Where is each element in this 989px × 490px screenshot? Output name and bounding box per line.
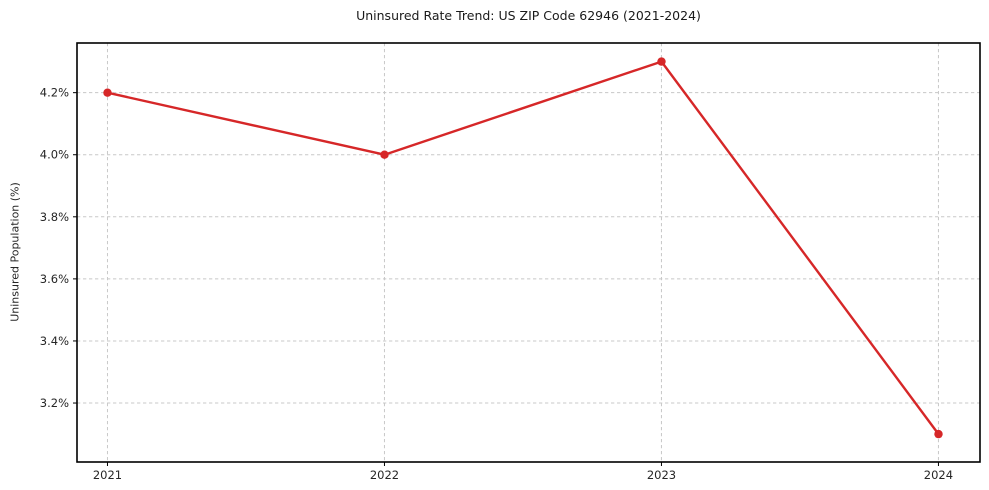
y-tick-label: 3.8% (40, 210, 69, 224)
x-tick-label: 2021 (93, 468, 122, 482)
label-layer: 3.2% 3.4% 3.6% 3.8% 4.0% 4.2% 2021 2022 2023 2024 (40, 86, 953, 482)
x-tick-label: 2024 (924, 468, 953, 482)
series-layer (103, 57, 943, 439)
grid-layer (77, 43, 980, 462)
y-tick-label: 3.4% (40, 334, 69, 348)
y-tick-label: 3.2% (40, 396, 69, 410)
data-point (380, 150, 389, 159)
trend-line (106, 60, 940, 436)
y-tick-label: 4.2% (40, 86, 69, 100)
axis-layer (73, 42, 981, 466)
plot-border (76, 42, 981, 463)
y-tick-label: 4.0% (40, 148, 69, 162)
chart-title: Uninsured Rate Trend: US ZIP Code 62946 … (356, 8, 701, 23)
x-tick-label: 2023 (647, 468, 676, 482)
data-point (103, 88, 112, 97)
x-tick-label: 2022 (370, 468, 399, 482)
y-tick-label: 3.6% (40, 272, 69, 286)
data-point (934, 429, 943, 439)
data-point (657, 57, 666, 66)
